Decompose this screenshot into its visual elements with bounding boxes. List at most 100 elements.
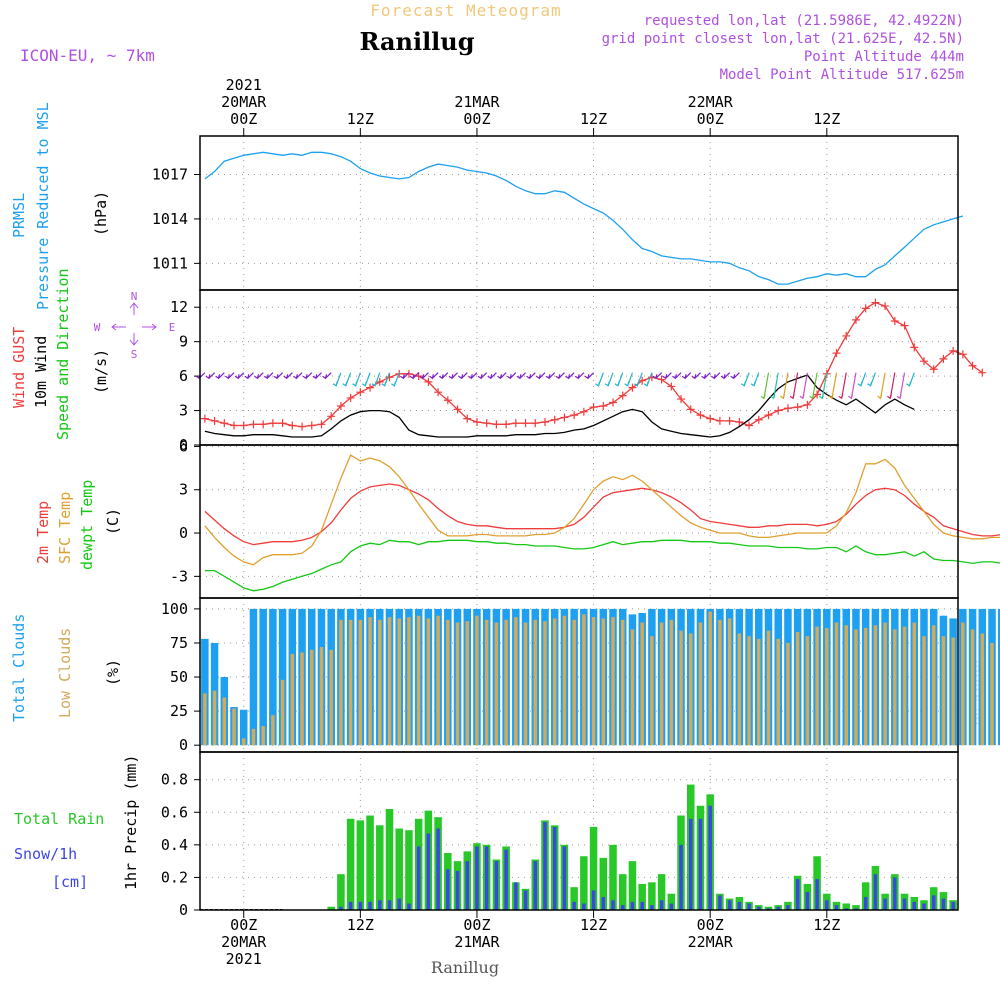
wind-arrow: [312, 372, 322, 380]
clouds-bar-low: [465, 621, 469, 746]
clouds-bar-low: [455, 622, 460, 746]
wind-arrow: [342, 372, 352, 387]
wind-label-10m: 10m Wind: [32, 336, 50, 408]
precipitation-bar-snow: [465, 861, 469, 910]
clouds-bar-low: [251, 728, 256, 746]
gust-point-marker: [298, 422, 307, 431]
clouds-bar-low: [961, 622, 965, 746]
compass-rose: N S W E: [94, 290, 176, 361]
clouds-bar-total: [249, 608, 258, 746]
gust-point-marker: [706, 414, 715, 423]
clouds-bar-total: [278, 608, 287, 746]
precipitation-ytick-label: 0.4: [161, 836, 188, 854]
precipitation-bar-snow: [766, 908, 771, 910]
precipitation-bar-snow: [504, 849, 508, 910]
precipitation-bar-rain: [764, 906, 773, 910]
pressure-label-msl: Pressure Reduced to MSL: [34, 102, 52, 310]
clouds-bar-low: [620, 619, 625, 746]
clouds-bar-low: [436, 615, 440, 746]
clouds-bar-low: [339, 619, 343, 746]
pressure-ytick-label: 1017: [152, 166, 188, 184]
wind-arrow: [770, 372, 779, 400]
wind-arrow: [371, 372, 381, 387]
location-title: Ranillug: [359, 27, 474, 56]
clouds-bar-low: [863, 627, 868, 746]
clouds-label-unit: (%): [104, 659, 122, 686]
clouds-bar-low: [990, 642, 994, 746]
gust-point-marker: [356, 388, 365, 397]
wind-arrow: [886, 372, 896, 400]
pressure-frame: [199, 135, 959, 291]
clouds-bar-low: [893, 629, 897, 746]
precip-axis-labels: Total Rain Snow/1h [cm] 1hr Precip (mm): [14, 755, 140, 891]
temperature-ytick-label: 3: [179, 481, 188, 499]
precipitation-bar-snow: [630, 901, 635, 910]
clouds-bar-low: [416, 615, 421, 746]
bottom-time-label: 12Z: [813, 916, 840, 934]
precipitation-bar-rain: [385, 809, 394, 910]
wind-arrow: [857, 372, 867, 387]
precipitation-bar-snow: [572, 901, 576, 910]
temp-label-unit: (C): [104, 508, 122, 535]
gust-point-marker: [249, 420, 258, 429]
wind-arrow: [487, 372, 497, 380]
precipitation-bar-rain: [570, 887, 578, 910]
temp-label-2m: 2m Temp: [34, 501, 52, 564]
gust-point-marker: [385, 373, 394, 382]
clouds-bar-low: [970, 629, 975, 746]
wind-arrow: [799, 372, 808, 400]
bottom-time-label: 21MAR: [454, 933, 500, 951]
wind-arrow: [545, 372, 556, 380]
gust-point-marker: [317, 420, 326, 429]
wind-ytick-label: 3: [179, 402, 188, 420]
clouds-bar-low: [805, 636, 810, 746]
precipitation-bar-snow: [931, 895, 936, 910]
clouds-bar-low: [387, 617, 392, 746]
wind-axis-labels: Wind GUST 10m Wind Speed and Direction (…: [10, 268, 175, 440]
clouds-bar-low: [290, 653, 295, 746]
pressure-label-unit: (hPa): [92, 191, 110, 236]
clouds-bar-low: [552, 618, 557, 746]
wind-arrow: [322, 372, 332, 380]
precipitation-bar-snow: [523, 890, 528, 910]
bottom-time-label: 20MAR: [221, 933, 267, 951]
pressure-axis-labels: PRMSL Pressure Reduced to MSL (hPa): [10, 102, 110, 310]
gust-point-marker: [239, 421, 248, 430]
gust-point-marker: [861, 304, 870, 313]
wind-arrow: [838, 372, 847, 400]
gust-point-marker: [210, 416, 219, 425]
precipitation-bar-snow: [640, 901, 644, 910]
gust-point-marker: [327, 412, 336, 421]
precipitation-bar-rain: [405, 830, 413, 910]
bottom-time-label: 12Z: [347, 916, 374, 934]
clouds-bar-low: [358, 619, 363, 746]
wind-arrow: [467, 372, 478, 380]
clouds-bar-low: [795, 632, 800, 746]
clouds-bar-low: [689, 633, 693, 746]
gust-point-marker: [754, 415, 763, 424]
product-title: Forecast Meteogram: [370, 1, 561, 20]
clouds-panel: 0 25 50 75 100: [161, 597, 1000, 754]
model-label: ICON-EU, ~ 7km: [20, 46, 155, 65]
clouds-bar-total: [997, 608, 1000, 746]
gust-point-marker: [832, 349, 841, 358]
precipitation-bar-snow: [455, 870, 460, 910]
precipitation-frame: [199, 751, 959, 911]
clouds-bar-low: [698, 622, 703, 746]
precipitation-bar-snow: [893, 877, 897, 910]
clouds-bar-low: [679, 630, 683, 746]
top-time-label: 20MAR: [221, 93, 267, 111]
wind-arrow: [809, 372, 818, 400]
pressure-ytick-label: 1011: [152, 254, 188, 272]
clouds-bar-low: [241, 738, 246, 746]
gust-point-marker: [268, 419, 277, 428]
temperature-ytick-label: 6: [179, 437, 188, 455]
precipitation-bar-rain: [327, 906, 335, 910]
precipitation-bar-snow: [689, 818, 693, 910]
precipitation-bar-snow: [368, 901, 372, 910]
temperature-series-line: [204, 539, 1000, 592]
precipitation-bar-snow: [776, 906, 780, 910]
wind-arrow: [254, 372, 264, 380]
precipitation-bar-snow: [407, 903, 411, 910]
precipitation-bar-snow: [669, 903, 674, 910]
